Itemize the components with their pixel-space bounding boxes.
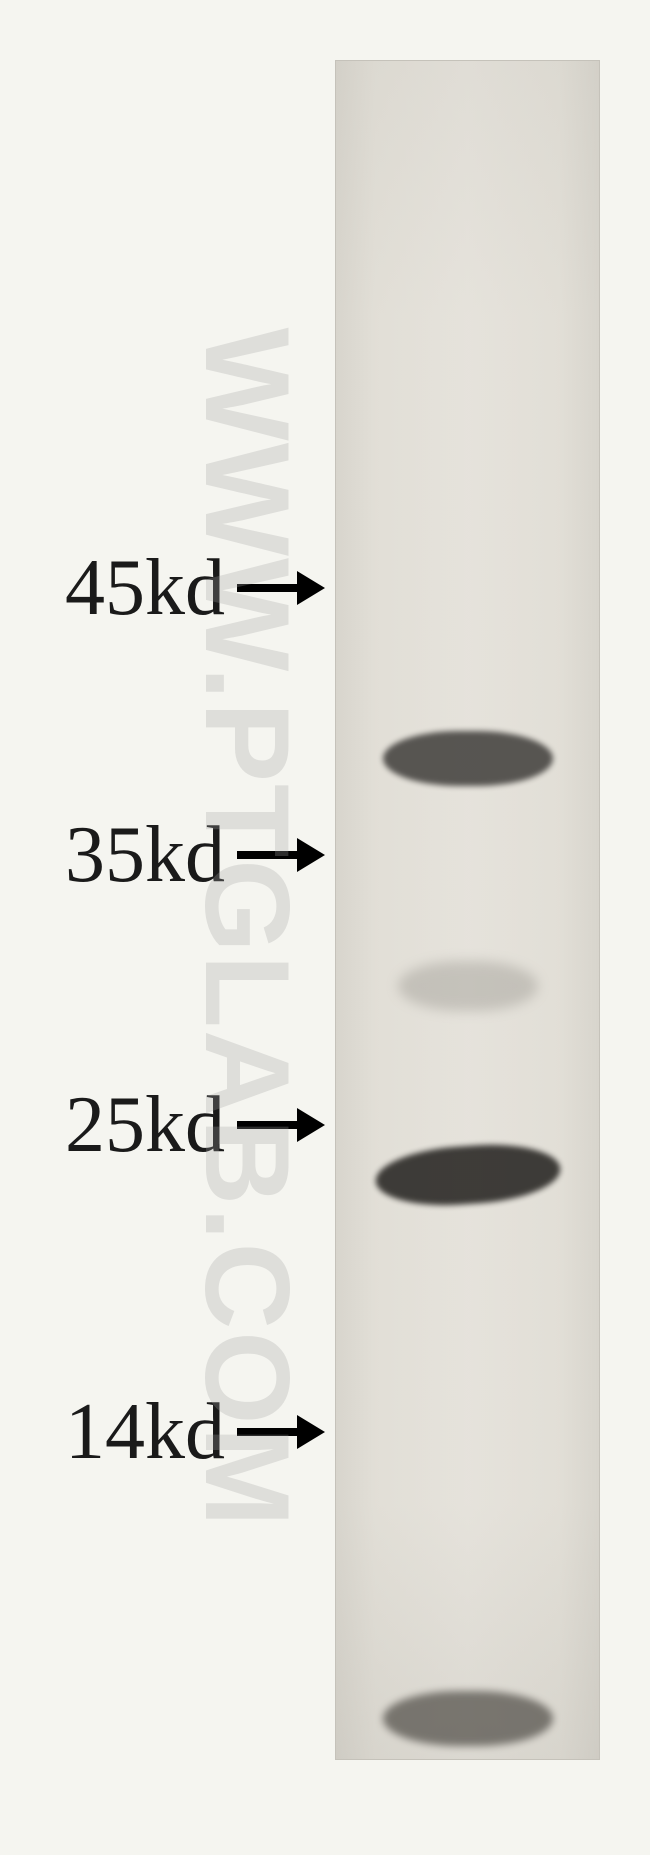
arrow-right-icon [237,838,325,872]
blot-lane [335,60,600,1760]
mw-marker-label: 45kd [65,543,225,634]
mw-marker-label: 25kd [65,1080,225,1171]
mw-marker: 25kd [0,1080,335,1170]
blot-band [383,731,553,786]
mw-marker-label: 14kd [65,1387,225,1478]
mw-marker: 35kd [0,810,335,900]
arrow-right-icon [237,1108,325,1142]
watermark-text: WWW.PTGLAB.COM [178,327,316,1528]
mw-marker: 14kd [0,1387,335,1477]
arrow-right-icon [237,571,325,605]
arrow-right-icon [237,1415,325,1449]
lane-shading [336,61,599,1759]
blot-band [398,961,538,1011]
mw-marker: 45kd [0,543,335,633]
mw-marker-label: 35kd [65,810,225,901]
blot-band [383,1691,553,1746]
